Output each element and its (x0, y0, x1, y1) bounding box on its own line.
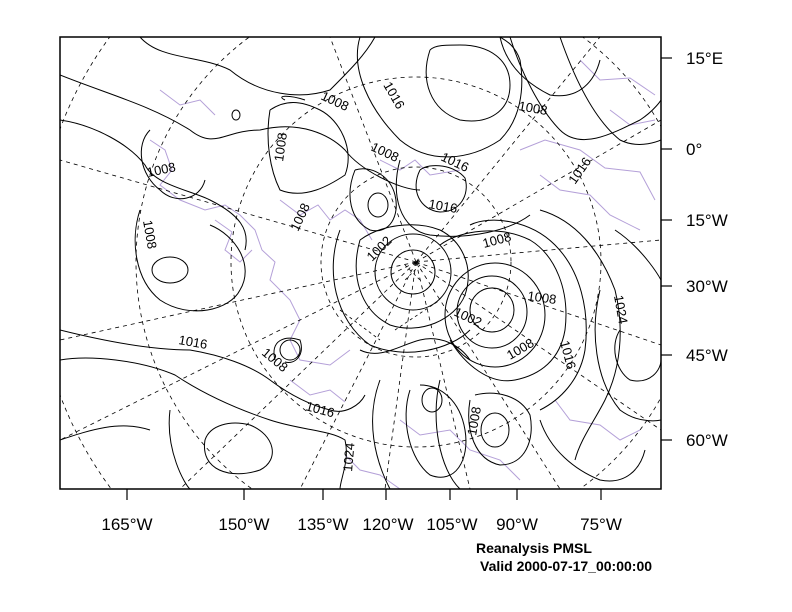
contour-label: 1008 (287, 201, 313, 234)
lat-label: 0° (686, 140, 702, 159)
lon-label: 105°W (426, 515, 477, 534)
lat-label: 60°W (686, 431, 728, 450)
contour-label: 1008 (146, 159, 177, 180)
map-title: Reanalysis PMSL (476, 540, 592, 556)
contour-label: 1024 (611, 294, 631, 325)
contour-label: 1016 (565, 154, 594, 186)
lat-label: 30°W (686, 277, 728, 296)
lon-label: 165°W (101, 515, 152, 534)
contour-label: 1008 (369, 139, 402, 165)
lat-axis (661, 57, 672, 441)
lon-label: 90°W (496, 515, 538, 534)
pmsl-contours (60, 37, 661, 489)
lon-label: 120°W (362, 515, 413, 534)
low-center-marks (339, 264, 441, 341)
graticule-meridians (60, 37, 661, 489)
contour-label: 1016 (380, 79, 407, 112)
coastlines (149, 59, 656, 489)
contour-label: 1002 (364, 233, 395, 264)
contour-label: 1008 (464, 405, 484, 436)
lon-label: 150°W (218, 515, 269, 534)
contour-label: 1016 (427, 196, 458, 216)
contour-label: 1008 (481, 229, 513, 251)
contour-label: 1008 (517, 98, 548, 118)
contour-label: 1008 (319, 88, 352, 114)
contour-label: 1008 (504, 335, 537, 362)
contour-label: 1008 (271, 132, 290, 163)
contour-label: 1016 (557, 339, 579, 371)
lat-label: 45°W (686, 346, 728, 365)
lon-label: 135°W (297, 515, 348, 534)
lon-axis (126, 489, 602, 500)
map-frame (59, 36, 662, 490)
contour-label: 1016 (177, 332, 208, 352)
contour-label: 1008 (140, 219, 160, 250)
lat-labels: 15°E 0° 15°W 30°W 45°W 60°W (686, 49, 728, 450)
contour-label: 1008 (259, 345, 291, 375)
lon-label: 75°W (580, 515, 622, 534)
contour-label: 1016 (304, 398, 336, 420)
lat-label: 15°W (686, 211, 728, 230)
lat-label: 15°E (686, 49, 723, 68)
contour-labels: 1008 1016 1008 1008 1008 1008 1016 1016 … (140, 79, 631, 472)
lon-labels: 165°W 150°W 135°W 120°W 105°W 90°W 75°W (101, 515, 621, 534)
contour-label: 1008 (527, 288, 558, 307)
graticule-parallels (60, 37, 661, 489)
valid-time-label: Valid 2000-07-17_00:00:00 (480, 558, 653, 574)
contour-label: 1024 (340, 442, 357, 472)
